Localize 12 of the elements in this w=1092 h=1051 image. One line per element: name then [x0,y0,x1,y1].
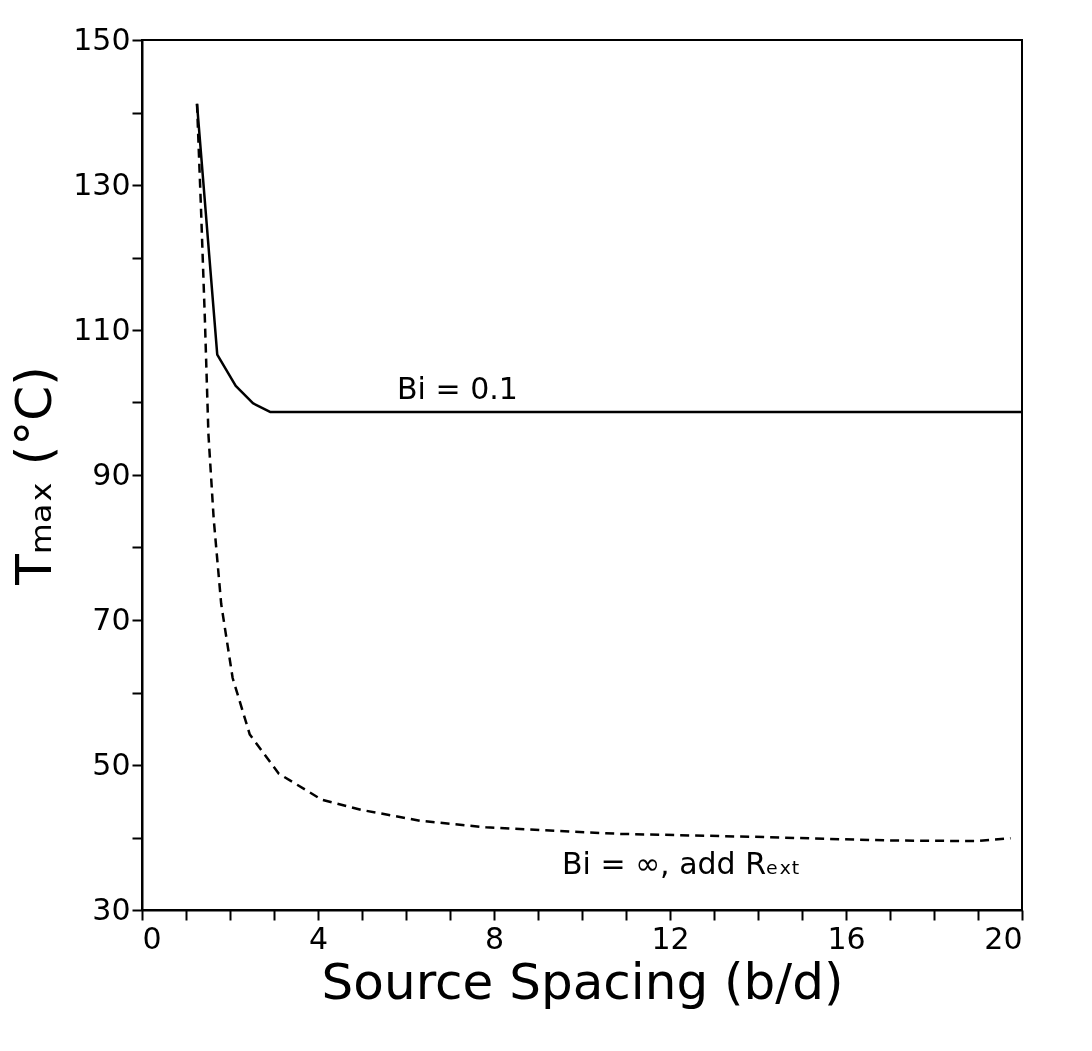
y-tick-label: 70 [92,601,131,637]
series-label: Bi = 0.1 [397,371,518,406]
y-tick-label: 110 [73,311,131,347]
y-tick-label: 30 [92,891,131,927]
y-tick-label: 150 [73,21,131,57]
x-tick-label: 20 [984,920,1023,956]
y-tick-label: 90 [92,456,131,492]
y-tick-label: 130 [73,166,131,202]
y-axis-title: Tₘₐₓ (°C) [5,366,64,586]
x-tick-label: 0 [142,920,162,956]
y-tick-label: 50 [92,746,131,782]
series-label: Bi = ∞, add Rₑₓₜ [562,846,801,881]
